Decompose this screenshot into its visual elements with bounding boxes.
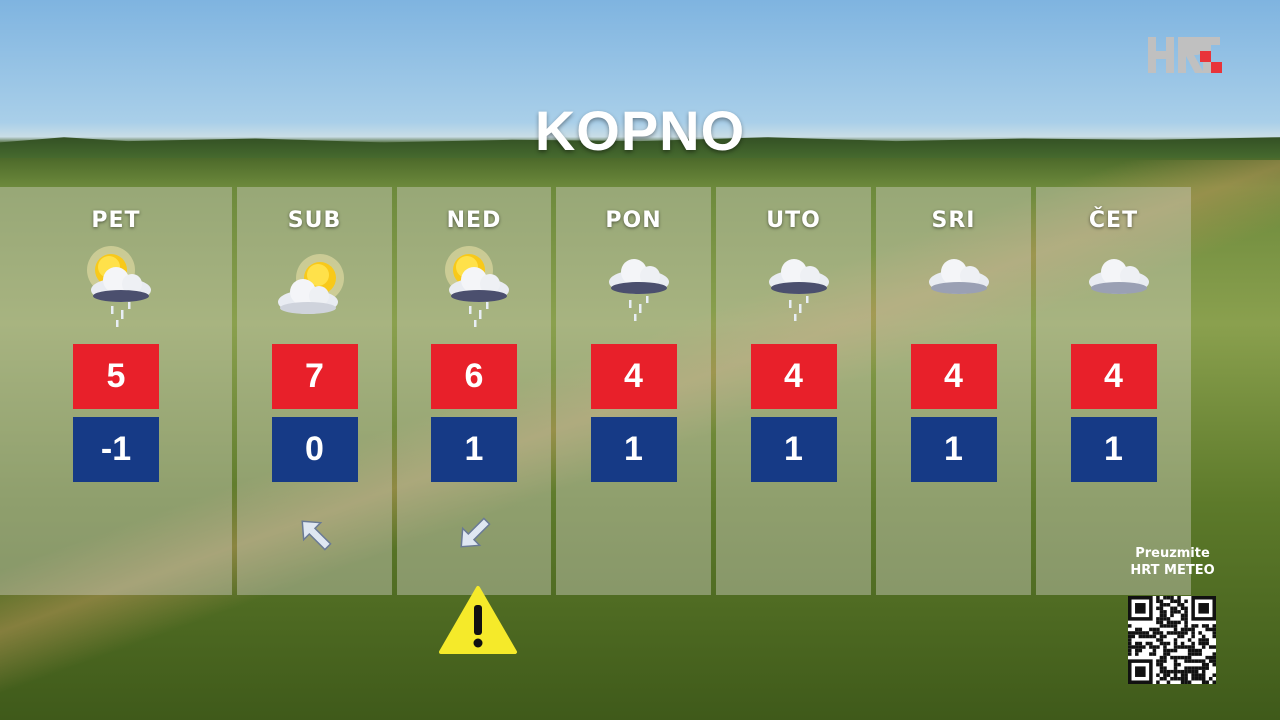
max-temperature: 6	[431, 344, 517, 409]
day-column: PET 5 -1	[0, 187, 232, 595]
max-temperature: 5	[73, 344, 159, 409]
min-temperature: 1	[750, 417, 837, 482]
day-label: NED	[446, 208, 502, 233]
warning-icon	[439, 586, 517, 654]
max-temperature: 4	[910, 344, 997, 409]
sun-cloud-icon	[277, 254, 344, 314]
day-column: ČET 4 1	[1036, 187, 1191, 595]
max-temperature: 4	[590, 344, 677, 409]
rain-drops	[628, 296, 648, 321]
cloud-shape	[449, 267, 509, 302]
qr-code[interactable]	[1128, 596, 1216, 684]
wind-arrow-icon	[460, 517, 491, 548]
rain-drops	[111, 302, 131, 327]
sun-cloud-rain-icon	[87, 246, 151, 327]
day-label: SUB	[287, 208, 342, 233]
day-label: UTO	[766, 208, 821, 233]
hrt-logo	[1148, 37, 1222, 73]
day-label: SRI	[931, 208, 976, 233]
region-title: KOPNO	[534, 99, 746, 162]
rain-drops	[469, 302, 489, 327]
day-column: SRI 4 1	[876, 187, 1031, 595]
cloud-icon	[1088, 259, 1149, 294]
cloud-shape	[91, 267, 151, 302]
day-column: NED 6 1	[397, 187, 551, 595]
cloud-shape	[277, 279, 338, 314]
min-temperature: 1	[1070, 417, 1157, 482]
min-temperature: 1	[910, 417, 997, 482]
min-temperature: -1	[73, 417, 159, 482]
day-column: UTO 4 1	[716, 187, 871, 595]
rain-drops	[788, 296, 808, 321]
sun-cloud-rain-icon	[445, 246, 509, 327]
cloud-shape	[928, 259, 989, 294]
day-label: ČET	[1088, 208, 1139, 233]
max-temperature: 4	[1070, 344, 1157, 409]
min-temperature: 0	[271, 417, 358, 482]
day-label: PET	[91, 208, 141, 233]
app-promo: Preuzmite HRT METEO	[1110, 545, 1235, 579]
wind-arrow-icon	[300, 520, 332, 551]
promo-line2: HRT METEO	[1130, 563, 1215, 578]
cloud-shape	[1088, 259, 1149, 294]
max-temperature: 7	[271, 344, 358, 409]
cloud-shape	[608, 259, 669, 294]
min-temperature: 1	[590, 417, 677, 482]
cloud-shape	[768, 259, 829, 294]
min-temperature: 1	[431, 417, 517, 482]
cloud-rain-icon	[608, 259, 669, 321]
max-temperature: 4	[750, 344, 837, 409]
day-column: PON 4 1	[556, 187, 711, 595]
day-label: PON	[605, 208, 662, 233]
promo-line1: Preuzmite	[1135, 546, 1210, 561]
cloud-icon	[928, 259, 989, 294]
tree-line	[0, 137, 1280, 158]
cloud-rain-icon	[768, 259, 829, 321]
day-column: SUB 7 0	[237, 187, 392, 595]
